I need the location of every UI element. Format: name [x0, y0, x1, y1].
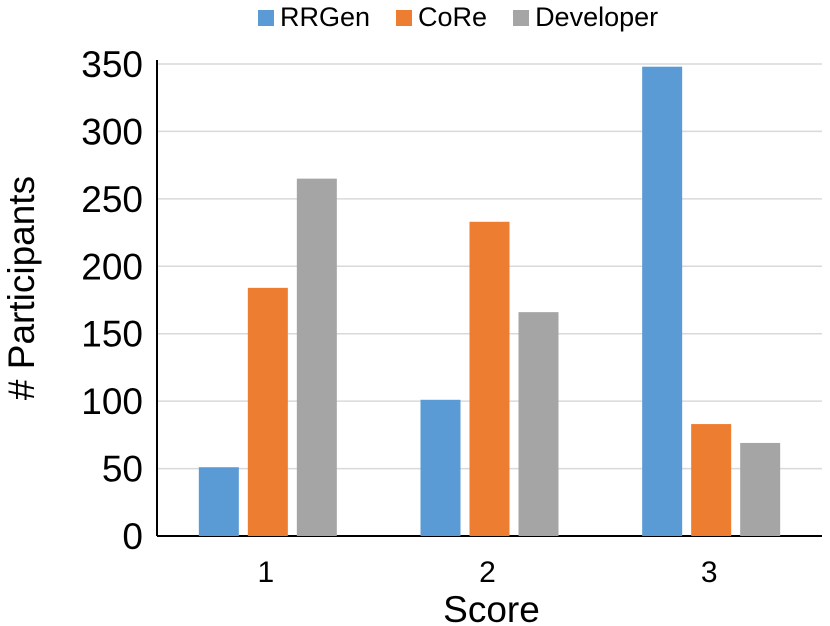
bar-core-2 — [469, 221, 510, 537]
bar-core-3 — [691, 424, 732, 536]
bar-rrgen-3 — [642, 66, 683, 536]
y-tick-label-250: 250 — [81, 179, 143, 220]
y-axis-title: # Participants — [1, 176, 42, 400]
y-tick-label-350: 350 — [81, 44, 143, 85]
bar-rrgen-2 — [420, 399, 461, 536]
legend-label-core: CoRe — [418, 2, 488, 32]
y-tick-label-100: 100 — [81, 381, 143, 422]
legend-swatch-developer — [513, 9, 530, 26]
legend-swatch-rrgen — [258, 9, 274, 26]
legend-label-developer: Developer — [535, 2, 659, 32]
legend-label-rrgen: RRGen — [280, 2, 371, 32]
legend-swatch-core — [396, 9, 413, 26]
chart-legend: RRGen CoRe Developer — [258, 2, 684, 33]
y-tick-label-0: 0 — [122, 516, 143, 557]
x-tick-label-1: 1 — [257, 556, 274, 589]
legend-item-developer: Developer — [513, 2, 658, 33]
y-tick-label-300: 300 — [81, 111, 143, 152]
bar-developer-1 — [296, 178, 337, 536]
x-axis-title: Score — [443, 589, 540, 626]
bar-core-1 — [247, 287, 288, 536]
y-tick-label-50: 50 — [102, 449, 143, 490]
y-tick-label-200: 200 — [81, 246, 143, 287]
x-tick-label-2: 2 — [479, 556, 496, 589]
legend-item-rrgen: RRGen — [258, 2, 370, 33]
x-tick-label-3: 3 — [701, 556, 718, 589]
bar-rrgen-1 — [198, 467, 239, 536]
bar-developer-3 — [740, 442, 781, 536]
y-tick-label-150: 150 — [81, 314, 143, 355]
legend-item-core: CoRe — [396, 2, 487, 33]
bar-developer-2 — [518, 312, 559, 536]
